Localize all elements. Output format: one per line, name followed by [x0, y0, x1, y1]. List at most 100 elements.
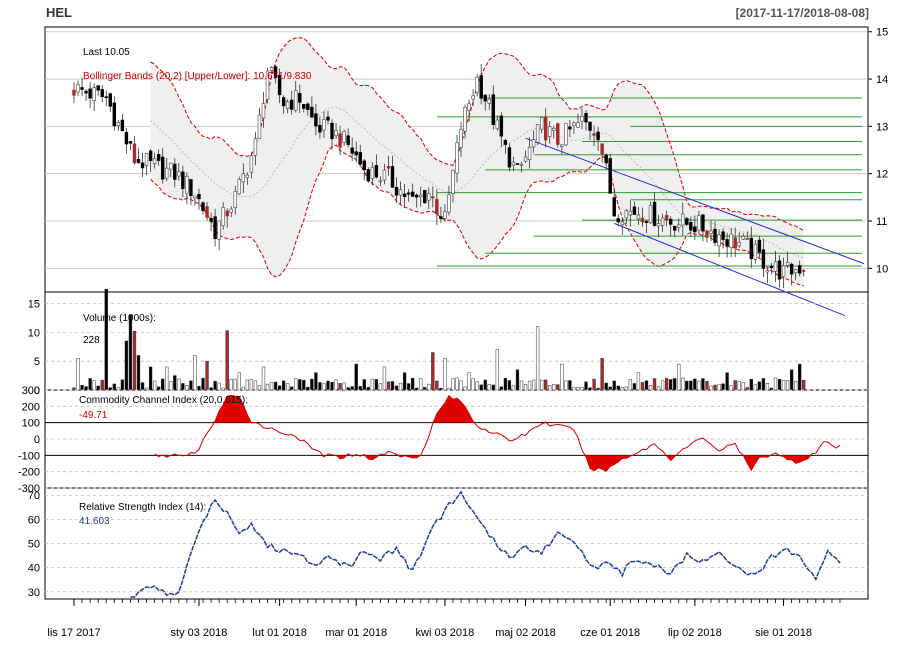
volume-bar: [640, 382, 645, 391]
candle-body: [741, 235, 745, 240]
rsi-last-value: 41.603: [79, 516, 110, 527]
cci-y-tick-label: -300: [18, 483, 40, 495]
volume-bar: [701, 378, 705, 391]
volume-bar: [225, 330, 229, 391]
candle-body: [398, 189, 403, 196]
candle-body: [265, 70, 270, 100]
candle-body: [201, 202, 205, 211]
candle-body: [608, 158, 612, 194]
candle-body: [713, 228, 717, 243]
x-tick-label: mar 01 2018: [325, 627, 387, 639]
volume-bar: [604, 382, 608, 391]
candle-body: [777, 260, 782, 280]
volume-bar: [487, 383, 491, 391]
candle-body: [253, 138, 258, 156]
volume-bar: [370, 378, 374, 391]
volume-bar: [660, 380, 665, 391]
volume-bar: [326, 380, 330, 391]
volume-bar: [713, 384, 717, 391]
candle-body: [160, 156, 165, 180]
candle-body: [539, 117, 544, 130]
volume-bar: [92, 380, 96, 391]
candle-body: [568, 126, 572, 130]
rsi-y-tick-label: 70: [28, 490, 40, 502]
volume-bar: [177, 378, 181, 391]
candle-body: [644, 221, 649, 223]
candle-body: [132, 143, 137, 164]
rsi-line: [130, 490, 841, 598]
volume-bar: [644, 380, 649, 391]
candle-body: [374, 165, 379, 178]
volume-bar: [338, 383, 342, 391]
volume-bar: [72, 387, 76, 391]
candle-body: [257, 114, 262, 140]
candle-body: [152, 158, 157, 165]
candle-body: [394, 187, 399, 196]
volume-bar: [552, 383, 556, 391]
candle-body: [370, 166, 375, 179]
candle-body: [660, 217, 665, 226]
candle-body: [382, 169, 387, 181]
candle-body: [100, 89, 104, 98]
candle-body: [487, 99, 491, 104]
volume-bar: [265, 383, 270, 391]
candle-body: [92, 87, 96, 102]
volume-bar: [290, 386, 294, 391]
candle-body: [737, 242, 741, 247]
candle-body: [112, 102, 117, 127]
channel-upper-line: [525, 137, 865, 265]
cci-y-tick-label: 100: [22, 418, 40, 430]
candle-body: [390, 166, 395, 188]
cci-oversold-fill: [154, 455, 841, 472]
volume-last-value: 228: [83, 335, 100, 346]
volume-bar: [499, 386, 504, 391]
candle-body: [334, 130, 338, 136]
candle-body: [249, 155, 254, 173]
volume-bar: [785, 380, 790, 391]
candle-body: [628, 210, 633, 216]
volume-bar: [169, 381, 173, 391]
volume-bar: [104, 288, 108, 391]
volume-bar: [233, 378, 237, 391]
x-tick-label: sie 01 2018: [755, 627, 812, 639]
volume-bar: [697, 380, 701, 391]
candle-body: [233, 191, 237, 208]
candle-body: [616, 218, 620, 223]
candle-body: [511, 161, 516, 166]
volume-bar: [273, 381, 278, 391]
volume-bar: [656, 386, 661, 391]
candle-body: [350, 147, 354, 154]
candle-body: [519, 163, 524, 166]
candle-body: [148, 150, 153, 162]
volume-bar: [382, 366, 387, 391]
volume-bar: [261, 366, 266, 391]
volume-bar: [294, 378, 298, 391]
volume-panel: 0 5 10 15: [28, 288, 868, 397]
cci-title: Commodity Channel Index (20,0.015):: [79, 395, 248, 406]
candle-body: [757, 239, 762, 253]
candle-body: [648, 204, 653, 224]
candle-body: [124, 131, 129, 145]
candle-body: [576, 122, 580, 128]
volume-bar: [415, 387, 419, 391]
volume-bar: [286, 383, 290, 391]
volume-bar: [455, 377, 459, 391]
candle-body: [507, 147, 512, 168]
volume-bar: [245, 379, 250, 391]
candle-body: [475, 76, 479, 93]
volume-y-tick-label: 15: [28, 299, 40, 311]
panel-labels: Last 10.05 Bollinger Bands (20,2) [Upper…: [79, 47, 312, 527]
candle-body: [560, 144, 564, 147]
volume-y-tick-label: 5: [34, 356, 40, 368]
candle-body: [402, 193, 407, 198]
candle-body: [785, 262, 790, 266]
candle-body: [120, 119, 125, 132]
candle-body: [165, 167, 169, 179]
volume-bar: [334, 379, 338, 391]
volume-bar: [737, 380, 741, 391]
volume-bar: [189, 380, 193, 391]
cci-y-tick-label: -100: [18, 450, 40, 462]
cci-y-tick-label: 300: [22, 385, 40, 397]
cci-overbought-fill: [154, 395, 841, 423]
candle-body: [108, 93, 112, 107]
